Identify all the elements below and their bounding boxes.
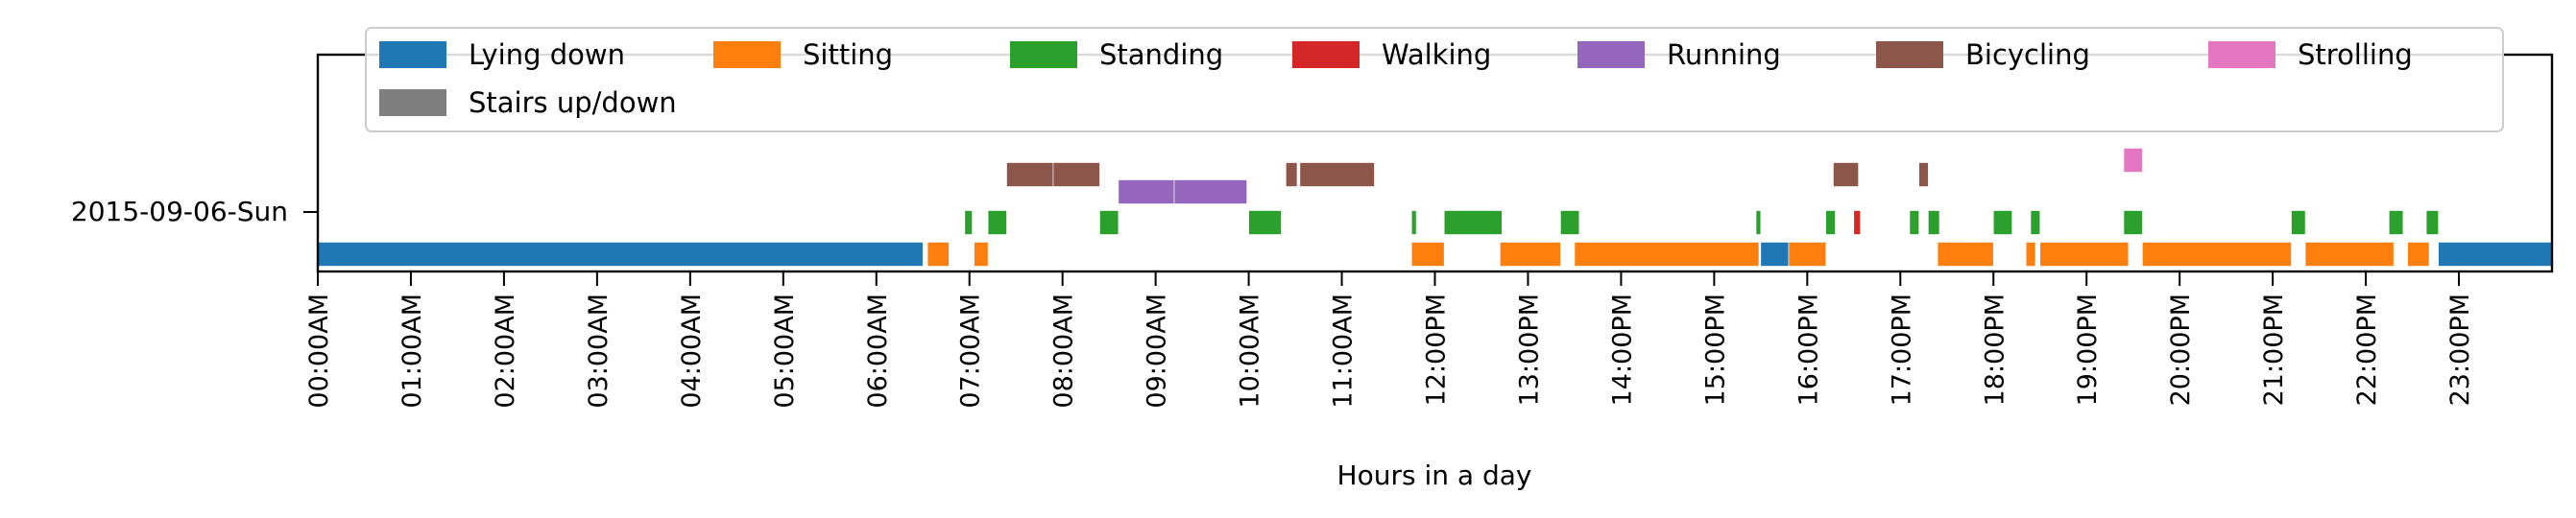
bar-bicycling bbox=[1833, 162, 1859, 187]
x-tick-label: 06:00AM bbox=[863, 294, 893, 409]
bar-sitting bbox=[2039, 242, 2130, 267]
x-tick-label: 12:00PM bbox=[1422, 294, 1452, 406]
x-tick-label: 23:00PM bbox=[2445, 294, 2475, 406]
bar-lying-down bbox=[2438, 242, 2553, 267]
legend-label: Bicycling bbox=[1965, 38, 2090, 71]
bar-standing bbox=[2389, 210, 2404, 235]
x-tick-label: 20:00PM bbox=[2166, 294, 2196, 406]
bar-bicycling bbox=[1918, 162, 1929, 187]
bar-bicycling bbox=[1052, 162, 1100, 187]
bar-sitting bbox=[974, 242, 989, 267]
legend-swatch bbox=[379, 89, 446, 116]
x-tick-label: 14:00PM bbox=[1607, 294, 1637, 406]
bar-sitting bbox=[1788, 242, 1827, 267]
bar-sitting bbox=[1937, 242, 1994, 267]
legend-swatch bbox=[713, 41, 781, 68]
bar-lying-down bbox=[317, 242, 924, 267]
x-tick-label: 21:00PM bbox=[2259, 294, 2289, 406]
bar-sitting bbox=[2407, 242, 2430, 267]
plot-marks bbox=[317, 148, 2553, 267]
x-tick-label: 03:00AM bbox=[584, 294, 614, 409]
bar-standing bbox=[2030, 210, 2041, 235]
bar-sitting bbox=[1410, 242, 1445, 267]
x-tick-label: 22:00PM bbox=[2352, 294, 2382, 406]
bar-standing bbox=[1443, 210, 1503, 235]
bar-standing bbox=[1410, 210, 1417, 235]
bar-standing bbox=[1825, 210, 1836, 235]
legend: Lying down Sitting Standing Walking Running B… bbox=[365, 27, 2504, 132]
legend-label: Strolling bbox=[2298, 38, 2413, 71]
bar-standing bbox=[1248, 210, 1282, 235]
legend-label: Standing bbox=[1099, 38, 1223, 71]
bar-standing bbox=[1928, 210, 1940, 235]
x-tick-label: 07:00AM bbox=[956, 294, 986, 409]
x-tick-label: 15:00PM bbox=[1700, 294, 1730, 406]
legend-swatch bbox=[2208, 41, 2275, 68]
legend-label: Walking bbox=[1382, 38, 1491, 71]
bar-sitting bbox=[1574, 242, 1760, 267]
legend-label: Stairs up/down bbox=[469, 86, 677, 119]
bar-lying-down bbox=[1760, 242, 1790, 267]
x-tick-label: 19:00PM bbox=[2073, 294, 2103, 406]
x-tick-label: 02:00AM bbox=[491, 294, 520, 409]
bar-bicycling bbox=[1006, 162, 1054, 187]
legend-swatch bbox=[1876, 41, 1943, 68]
x-tick-label: 00:00AM bbox=[304, 294, 334, 409]
legend-swatch bbox=[1010, 41, 1077, 68]
y-tick-label: 2015-09-06-Sun bbox=[71, 196, 288, 227]
bar-standing bbox=[2425, 210, 2440, 235]
x-tick-label: 17:00PM bbox=[1887, 294, 1916, 406]
legend-label: Lying down bbox=[469, 38, 625, 71]
bar-sitting bbox=[927, 242, 950, 267]
x-axis: 00:00AM 01:00AM 02:00AM 03:00AM 04:00AM 05:00… bbox=[304, 271, 2475, 409]
bar-standing bbox=[1099, 210, 1119, 235]
x-tick-label: 05:00AM bbox=[770, 294, 800, 409]
bar-standing bbox=[1755, 210, 1762, 235]
bar-sitting bbox=[2304, 242, 2395, 267]
bar-bicycling bbox=[1286, 162, 1298, 187]
x-tick-label: 16:00PM bbox=[1794, 294, 1823, 406]
bar-standing bbox=[2123, 210, 2143, 235]
legend-label: Running bbox=[1667, 38, 1781, 71]
bar-running bbox=[1173, 179, 1247, 204]
x-tick-label: 13:00PM bbox=[1514, 294, 1544, 406]
bar-standing bbox=[987, 210, 1007, 235]
bar-walking bbox=[1853, 210, 1861, 235]
bar-bicycling bbox=[1299, 162, 1375, 187]
x-tick-label: 01:00AM bbox=[397, 294, 427, 409]
bar-strolling bbox=[2123, 148, 2143, 173]
x-tick-label: 08:00AM bbox=[1049, 294, 1079, 409]
x-tick-label: 18:00PM bbox=[1980, 294, 2010, 406]
legend-swatch bbox=[379, 41, 446, 68]
bar-sitting bbox=[2025, 242, 2036, 267]
x-tick-label: 09:00AM bbox=[1143, 294, 1172, 409]
legend-frame bbox=[365, 27, 2504, 132]
legend-swatch bbox=[1292, 41, 1360, 68]
bar-standing bbox=[2291, 210, 2306, 235]
x-tick-label: 04:00AM bbox=[677, 294, 707, 409]
bar-standing bbox=[964, 210, 973, 235]
bar-standing bbox=[1560, 210, 1580, 235]
legend-swatch bbox=[1577, 41, 1645, 68]
bar-standing bbox=[1909, 210, 1919, 235]
x-tick-label: 10:00AM bbox=[1236, 294, 1265, 409]
bar-standing bbox=[1992, 210, 2012, 235]
legend-label: Sitting bbox=[803, 38, 893, 71]
bar-sitting bbox=[1500, 242, 1561, 267]
x-tick-label: 11:00AM bbox=[1329, 294, 1359, 409]
bar-sitting bbox=[2142, 242, 2292, 267]
x-axis-label: Hours in a day bbox=[1337, 459, 1532, 491]
bar-running bbox=[1118, 179, 1175, 204]
